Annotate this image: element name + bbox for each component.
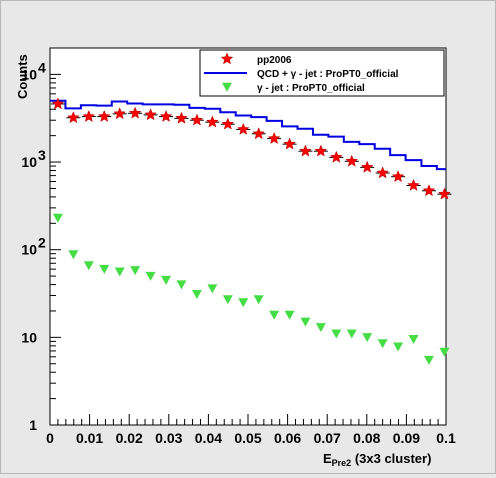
x-axis-title-subscript: Pre2 <box>332 458 352 468</box>
pp2006-point <box>438 187 451 200</box>
y-tick-label: 10 <box>21 66 37 82</box>
pp2006-point <box>391 170 405 183</box>
gamma-jet-point <box>52 213 63 223</box>
gamma-jet-point <box>161 275 172 285</box>
gamma-jet-point <box>315 323 326 333</box>
legend-label-qcd: QCD + γ - jet : ProPT0_official <box>257 69 399 80</box>
gamma-jet-point <box>130 266 141 276</box>
y-tick-exponent: 3 <box>38 147 46 163</box>
gamma-jet-point <box>238 298 249 308</box>
x-tick-label: 0.06 <box>274 430 301 446</box>
gamma-jet-point <box>269 310 280 320</box>
y-axis-title: Counts <box>15 54 30 99</box>
gamma-jet-point <box>300 317 311 327</box>
pp2006-point <box>144 108 157 121</box>
pp2006-point <box>205 115 219 128</box>
pp2006-point <box>113 107 127 120</box>
pp2006-point <box>267 131 281 145</box>
x-tick-label: 0.05 <box>234 430 261 446</box>
y-tick-exponent: 2 <box>38 235 46 251</box>
pp2006-point <box>252 127 266 140</box>
series-layer <box>50 97 452 365</box>
gamma-jet-point <box>145 271 156 281</box>
plot-frame <box>49 47 447 426</box>
pp2006-point <box>67 111 80 124</box>
qcd-histogram-line <box>50 99 446 171</box>
y-tick-label: 10 <box>21 154 37 170</box>
pp2006-point <box>314 144 328 157</box>
y-tick-exponent: 4 <box>38 59 46 75</box>
legend-label-pp2006: pp2006 <box>257 55 292 66</box>
legend: pp2006 QCD + γ - jet : ProPT0_official γ… <box>199 49 445 97</box>
pp2006-point <box>360 160 374 173</box>
x-tick-label: 0.03 <box>155 430 182 446</box>
pp2006-point <box>190 113 204 126</box>
x-tick-label: 0 <box>46 430 54 446</box>
pp2006-point <box>51 97 65 110</box>
pp2006-point <box>376 166 390 179</box>
gamma-jet-point <box>207 284 218 294</box>
gamma-jet-point <box>83 261 94 271</box>
x-tick-label: 0.04 <box>195 430 222 446</box>
x-tick-label: 0.01 <box>76 430 103 446</box>
legend-marker-pp2006 <box>220 52 234 65</box>
pp2006-point <box>345 154 359 167</box>
y-tick-label: 10 <box>21 242 37 258</box>
pp2006-point <box>422 184 436 197</box>
x-axis-title-rest: (3x3 cluster) <box>351 451 431 466</box>
pp2006-point <box>283 137 296 150</box>
gamma-jet-point <box>99 264 110 274</box>
gamma-jet-point <box>68 250 79 260</box>
gamma-jet-point <box>423 355 434 365</box>
pp2006-point <box>221 117 235 130</box>
gamma-jet-point <box>191 290 202 300</box>
gamma-jet-point <box>284 310 295 320</box>
x-tick-label: 0.1 <box>436 430 456 446</box>
pp2006-point <box>236 122 250 135</box>
gamma-jet-point <box>222 295 233 305</box>
pp2006-point <box>82 109 96 122</box>
gamma-jet-point <box>114 267 125 277</box>
pp2006-point <box>175 111 188 124</box>
x-tick-label: 0.09 <box>393 430 420 446</box>
x-axis-title: EPre2 (3x3 cluster) <box>323 451 431 468</box>
gamma-jet-point <box>408 335 419 345</box>
gamma-jet-point <box>253 295 264 305</box>
legend-label-gamma-jet: γ - jet : ProPT0_official <box>257 83 365 94</box>
pp2006-point <box>299 144 312 157</box>
y-tick-label: 1 <box>29 417 37 433</box>
pp2006-point <box>97 109 111 122</box>
pp2006-point <box>128 106 142 119</box>
x-tick-label: 0.02 <box>116 430 143 446</box>
x-axis-title-main: E <box>323 451 332 466</box>
x-tick-label: 0.07 <box>314 430 341 446</box>
pp2006-point <box>159 109 173 122</box>
gamma-jet-point <box>439 347 450 357</box>
pp2006-point <box>407 178 420 191</box>
gamma-jet-point <box>331 329 342 339</box>
x-axis-ticks: 0 0.01 0.02 0.03 0.04 0.05 0.06 0.07 0.08 0.09 0.1 <box>46 414 456 446</box>
legend-marker-gamma-jet <box>222 82 232 92</box>
y-tick-label: 10 <box>21 329 37 345</box>
gamma-jet-point <box>393 342 404 352</box>
gamma-jet-point <box>362 333 373 343</box>
gamma-jet-point <box>377 339 388 349</box>
pp2006-point <box>329 150 343 163</box>
gamma-jet-point <box>176 280 187 290</box>
x-tick-label: 0.08 <box>353 430 380 446</box>
gamma-jet-point <box>346 329 357 339</box>
